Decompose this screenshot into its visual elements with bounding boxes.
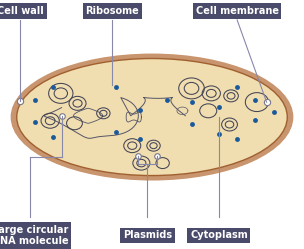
Text: Plasmids: Plasmids <box>123 230 172 240</box>
Text: Large circular
DNA molecule: Large circular DNA molecule <box>0 225 69 246</box>
Ellipse shape <box>17 59 287 176</box>
Ellipse shape <box>11 54 293 181</box>
Text: Cell membrane: Cell membrane <box>195 6 279 16</box>
Text: Ribosome: Ribosome <box>86 6 139 16</box>
Text: Cell wall: Cell wall <box>0 6 44 16</box>
Text: Cytoplasm: Cytoplasm <box>190 230 248 240</box>
